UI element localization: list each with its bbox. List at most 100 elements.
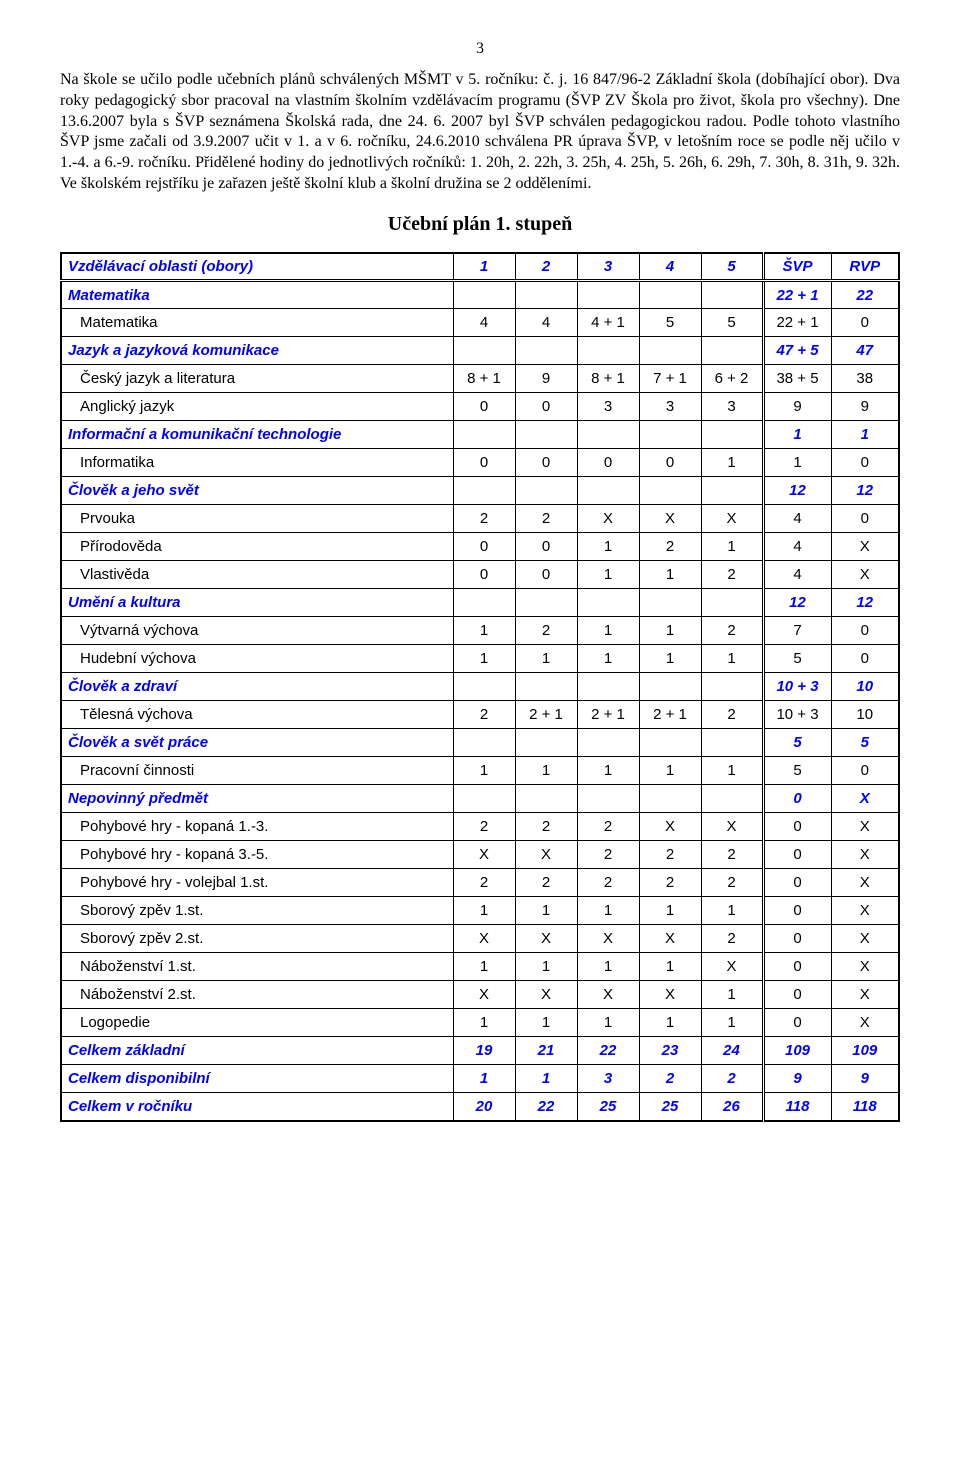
cell — [639, 785, 701, 813]
cell-svp: 5 — [763, 645, 831, 673]
cell: 1 — [701, 533, 763, 561]
cell: 0 — [515, 533, 577, 561]
cell — [515, 589, 577, 617]
cell — [701, 673, 763, 701]
cell — [577, 281, 639, 309]
cell: 2 — [577, 841, 639, 869]
cell: 1 — [701, 645, 763, 673]
col-header-rvp: RVP — [831, 253, 899, 281]
table-row: Informační a komunikační technologie11 — [61, 421, 899, 449]
row-name: Vlastivěda — [61, 561, 453, 589]
cell: 2 — [639, 841, 701, 869]
cell-svp: 0 — [763, 1009, 831, 1037]
cell-rvp: 118 — [831, 1093, 899, 1121]
cell: 2 — [701, 701, 763, 729]
cell — [639, 477, 701, 505]
cell: 5 — [639, 309, 701, 337]
cell: 2 — [701, 617, 763, 645]
cell: 25 — [577, 1093, 639, 1121]
table-row: Hudební výchova1111150 — [61, 645, 899, 673]
cell: 8 + 1 — [453, 365, 515, 393]
cell-svp: 4 — [763, 505, 831, 533]
cell-rvp: 9 — [831, 393, 899, 421]
col-header-2: 2 — [515, 253, 577, 281]
cell: 1 — [639, 617, 701, 645]
cell — [639, 281, 701, 309]
table-row: Náboženství 2.st.XXXX10X — [61, 981, 899, 1009]
cell-svp: 4 — [763, 533, 831, 561]
cell-rvp: 10 — [831, 673, 899, 701]
cell-svp: 9 — [763, 393, 831, 421]
cell-rvp: X — [831, 785, 899, 813]
cell — [515, 673, 577, 701]
cell: X — [639, 925, 701, 953]
row-name: Přírodověda — [61, 533, 453, 561]
cell: 4 — [515, 309, 577, 337]
cell: 3 — [701, 393, 763, 421]
cell-svp: 47 + 5 — [763, 337, 831, 365]
cell — [639, 337, 701, 365]
row-name: Nepovinný předmět — [61, 785, 453, 813]
cell — [701, 477, 763, 505]
table-row: Člověk a svět práce55 — [61, 729, 899, 757]
cell: 2 — [701, 925, 763, 953]
cell-rvp: X — [831, 813, 899, 841]
cell: 1 — [701, 981, 763, 1009]
row-name: Anglický jazyk — [61, 393, 453, 421]
cell: 2 — [577, 869, 639, 897]
cell: 2 — [515, 869, 577, 897]
cell-rvp: X — [831, 981, 899, 1009]
cell: 1 — [515, 897, 577, 925]
cell: 5 — [701, 309, 763, 337]
col-header-svp: ŠVP — [763, 253, 831, 281]
cell-svp: 0 — [763, 813, 831, 841]
cell: 8 + 1 — [577, 365, 639, 393]
cell: 1 — [515, 645, 577, 673]
table-row: Prvouka22XXX40 — [61, 505, 899, 533]
cell: 0 — [515, 393, 577, 421]
row-name: Informatika — [61, 449, 453, 477]
col-header-name: Vzdělávací oblasti (obory) — [61, 253, 453, 281]
cell: 1 — [639, 561, 701, 589]
cell-rvp: 0 — [831, 449, 899, 477]
cell: 0 — [515, 561, 577, 589]
col-header-5: 5 — [701, 253, 763, 281]
cell — [453, 589, 515, 617]
cell: 26 — [701, 1093, 763, 1121]
cell: 1 — [639, 645, 701, 673]
cell-rvp: 12 — [831, 589, 899, 617]
cell-rvp: X — [831, 925, 899, 953]
cell: 0 — [639, 449, 701, 477]
row-name: Člověk a jeho svět — [61, 477, 453, 505]
cell: X — [577, 505, 639, 533]
cell: 0 — [453, 393, 515, 421]
cell — [701, 337, 763, 365]
cell: 1 — [515, 1009, 577, 1037]
cell — [701, 421, 763, 449]
row-name: Informační a komunikační technologie — [61, 421, 453, 449]
cell: 3 — [577, 393, 639, 421]
cell-svp: 0 — [763, 869, 831, 897]
cell: X — [577, 925, 639, 953]
cell-svp: 0 — [763, 925, 831, 953]
row-name: Hudební výchova — [61, 645, 453, 673]
cell: 0 — [453, 561, 515, 589]
cell: 0 — [515, 449, 577, 477]
row-name: Logopedie — [61, 1009, 453, 1037]
cell: 21 — [515, 1037, 577, 1065]
cell: 1 — [701, 757, 763, 785]
cell-rvp: X — [831, 869, 899, 897]
cell: X — [515, 981, 577, 1009]
cell-rvp: 0 — [831, 617, 899, 645]
cell-svp: 0 — [763, 841, 831, 869]
table-header-row: Vzdělávací oblasti (obory) 1 2 3 4 5 ŠVP… — [61, 253, 899, 281]
cell-rvp: X — [831, 1009, 899, 1037]
cell: X — [701, 953, 763, 981]
cell: 0 — [577, 449, 639, 477]
cell: 1 — [515, 953, 577, 981]
row-name: Celkem v ročníku — [61, 1093, 453, 1121]
section-title: Učební plán 1. stupeň — [60, 213, 900, 236]
table-row: Informatika0000110 — [61, 449, 899, 477]
cell: 2 — [453, 701, 515, 729]
cell-svp: 22 + 1 — [763, 281, 831, 309]
